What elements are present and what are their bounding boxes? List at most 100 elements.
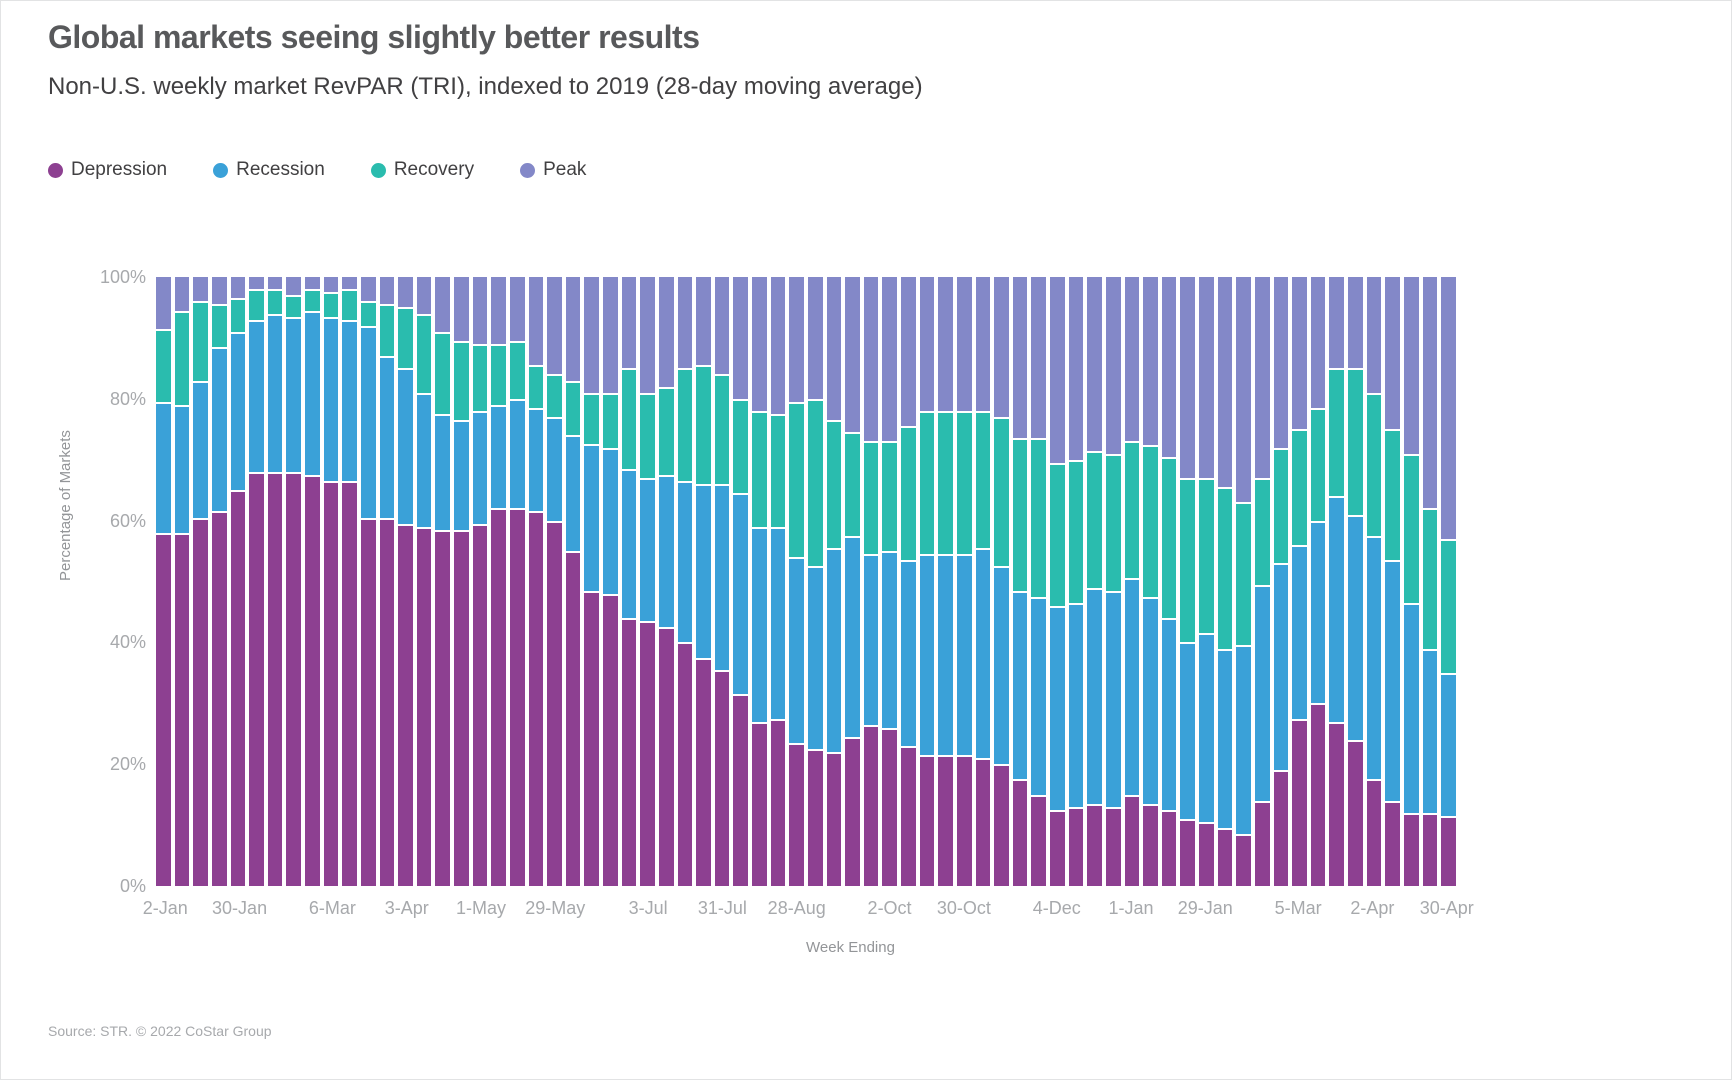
segment-recovery [249,289,264,320]
segment-recession [789,557,804,743]
segment-recession [1385,560,1400,801]
segment-recovery [286,295,301,317]
segment-depression [807,748,823,886]
legend-dot-icon [520,162,536,178]
segment-recession [1254,584,1270,801]
segment-recovery [509,340,525,399]
segment-peak [882,277,897,442]
stacked-bar [1329,277,1344,886]
segment-depression [305,474,320,886]
page-title: Global markets seeing slightly better re… [48,19,700,55]
segment-depression [640,621,655,886]
segment-depression [342,481,357,886]
segment-peak [230,277,246,299]
segment-recession [863,554,879,725]
segment-depression [975,758,991,886]
segment-depression [416,526,432,886]
stacked-bar [584,277,599,886]
segment-recession [1236,645,1251,835]
legend-label: Depression [71,159,168,180]
x-tick-label: 30-Oct [936,898,991,918]
segment-depression [938,755,953,886]
segment-depression [1348,739,1363,886]
segment-peak [1180,277,1195,478]
segment-recession [1180,642,1195,820]
segment-recovery [398,307,413,369]
segment-peak [863,277,879,442]
segment-peak [1012,277,1028,439]
segment-peak [360,277,376,302]
segment-recovery [379,304,395,357]
stacked-bar [696,277,711,886]
segment-depression [1050,809,1065,886]
segment-peak [156,277,171,329]
stacked-bars [156,277,1456,886]
segment-recession [528,407,544,512]
stacked-bar [1385,277,1400,886]
segment-recovery [1180,477,1195,643]
segment-recession [360,325,376,518]
stacked-bar [603,277,618,886]
stacked-bar [882,277,897,886]
segment-recession [696,484,711,658]
segment-recession [1422,648,1438,813]
segment-peak [1161,277,1177,457]
segment-peak [714,277,730,375]
stacked-bar [528,277,544,886]
segment-recovery [1292,429,1307,545]
segment-peak [1329,277,1344,369]
stacked-bar [1348,277,1363,886]
stacked-bar [1105,277,1121,886]
segment-depression [230,490,246,886]
segment-depression [733,694,748,886]
x-tick-label: 3-Jul [628,898,668,918]
stacked-bar [733,277,748,886]
y-tick-label: 80% [109,388,146,409]
stacked-bar [1441,277,1456,886]
stacked-bar [789,277,804,886]
segment-recession [1292,544,1307,719]
segment-recovery [1050,462,1065,606]
segment-recovery [211,304,227,348]
segment-depression [752,721,767,886]
segment-depression [472,523,488,886]
stacked-bar [193,277,208,886]
stacked-bar [211,277,227,886]
x-tick-label: 2-Oct [867,898,912,918]
segment-peak [845,277,860,433]
x-tick-label: 31-Jul [697,898,747,918]
segment-recession [565,435,581,552]
segment-recovery [528,365,544,408]
segment-recession [342,319,357,482]
segment-depression [454,529,469,886]
segment-recovery [267,289,283,314]
stacked-bar [901,277,916,886]
segment-depression [584,590,599,886]
segment-recession [1161,618,1177,810]
segment-peak [752,277,767,411]
segment-depression [1236,834,1251,886]
stacked-bar [305,277,320,886]
segment-recession [1068,602,1084,807]
segment-recession [1031,596,1046,795]
segment-depression [901,745,916,886]
segment-recession [174,404,190,533]
stacked-bar [1236,277,1251,886]
stacked-bar [454,277,469,886]
legend-dot-icon [213,162,229,178]
segment-peak [1236,277,1251,503]
segment-recession [379,356,395,518]
stacked-bar [1422,277,1438,886]
segment-depression [1273,770,1289,886]
segment-depression [435,529,450,886]
segment-recovery [1254,478,1270,585]
segment-depression [211,511,227,886]
segment-recovery [696,365,711,485]
segment-recession [640,477,655,622]
y-axis-title: Percentage of Markets [57,430,74,581]
segment-recession [1124,578,1140,795]
x-tick-label: 29-Jan [1177,898,1233,918]
x-tick-label: 29-May [525,898,586,918]
segment-recovery [1161,456,1177,619]
segment-recovery [230,298,246,332]
